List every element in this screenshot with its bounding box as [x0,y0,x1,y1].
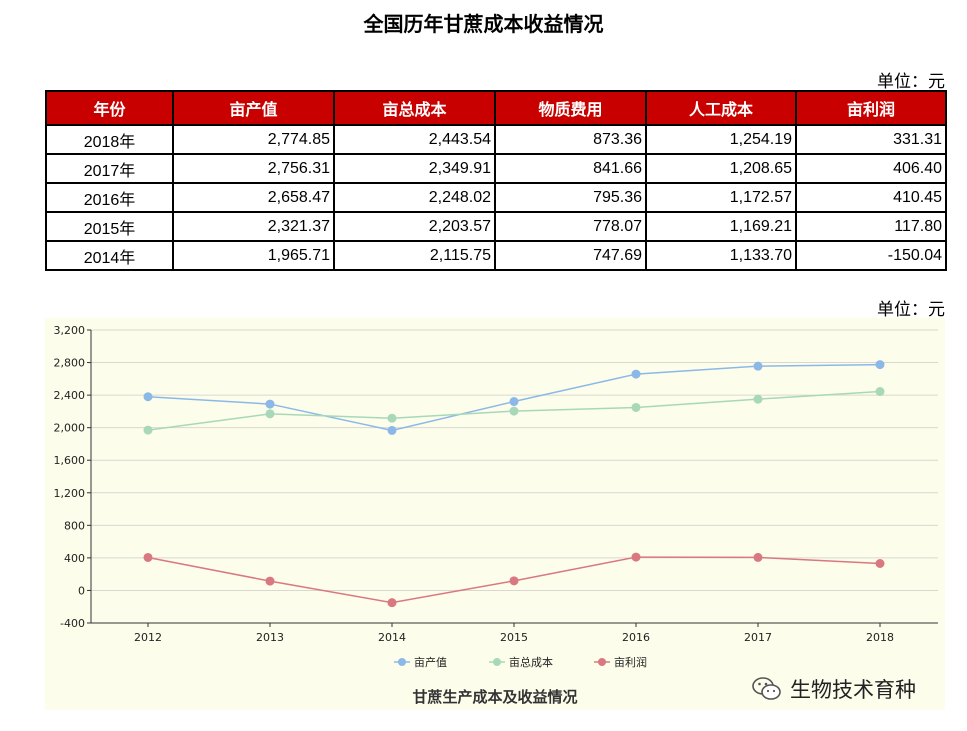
data-point [875,387,885,397]
data-point [509,397,519,407]
x-tick-label: 2017 [744,631,772,644]
table-row: 2016年 2,658.47 2,248.02 795.36 1,172.57 … [45,182,947,213]
data-point [875,360,885,370]
table-row: 2018年 2,774.85 2,443.54 873.36 1,254.19 … [45,124,947,155]
legend-label: 亩总成本 [509,655,553,669]
table-cell: 2,774.85 [172,124,335,155]
header-year: 年份 [45,90,174,126]
data-point [753,361,763,371]
y-tick-label: 0 [78,584,85,597]
header-total-cost: 亩总成本 [333,90,496,126]
table-cell: 2016年 [45,182,174,213]
table-cell: 1,965.71 [172,240,335,271]
data-point [753,552,763,562]
table-cell: 2018年 [45,124,174,155]
table-cell: 331.31 [795,124,947,155]
header-profit: 亩利润 [795,90,947,126]
table-cell: 117.80 [795,211,947,242]
table-cell: 2,658.47 [172,182,335,213]
table-cell: 2,321.37 [172,211,335,242]
x-tick-label: 2013 [256,631,284,644]
cost-table: 年份 亩产值 亩总成本 物质费用 人工成本 亩利润 2018年 2,774.85… [45,90,947,271]
table-row: 2015年 2,321.37 2,203.57 778.07 1,169.21 … [45,211,947,242]
data-point [265,576,275,586]
watermark: 生物技术育种 [752,674,916,704]
table-header-row: 年份 亩产值 亩总成本 物质费用 人工成本 亩利润 [45,90,947,126]
y-tick-label: 800 [64,519,85,532]
table-cell: 778.07 [494,211,647,242]
data-point [143,552,153,562]
table-cell: 795.36 [494,182,647,213]
data-point [387,598,397,608]
y-tick-label: 400 [64,552,85,565]
table-cell: 2,115.75 [333,240,496,271]
y-tick-label: 2,000 [54,422,86,435]
watermark-text: 生物技术育种 [790,678,916,702]
table-cell: 2014年 [45,240,174,271]
table-cell: 1,208.65 [645,153,797,184]
line-chart-panel: -400 0 400 800 1,200 1,600 2,000 2,400 2,800 3,20… [45,318,945,710]
page-title: 全国历年甘蔗成本收益情况 [363,12,604,36]
y-tick-label: -400 [60,617,85,630]
table-row: 2017年 2,756.31 2,349.91 841.66 1,208.65 … [45,153,947,184]
x-tick-label: 2016 [622,631,650,644]
wechat-icon [752,677,781,700]
table-cell: 2,756.31 [172,153,335,184]
data-point [265,409,275,419]
table-cell: 410.45 [795,182,947,213]
data-point [143,425,153,435]
data-point [387,425,397,435]
legend-marker [598,658,606,666]
table-cell: 1,172.57 [645,182,797,213]
table-cell: 1,169.21 [645,211,797,242]
table-cell: 406.40 [795,153,947,184]
legend-marker [398,658,406,666]
table-unit-label: 单位：元 [877,72,945,92]
table-cell: 2,349.91 [333,153,496,184]
table-cell: 2015年 [45,211,174,242]
table-cell: 2,248.02 [333,182,496,213]
chart-unit-label: 单位：元 [877,300,945,320]
y-tick-label: 2,400 [54,389,86,402]
x-tick-label: 2012 [134,631,162,644]
data-point [631,369,641,379]
data-point [387,413,397,423]
table-cell: 1,133.70 [645,240,797,271]
y-tick-label: 1,600 [54,454,86,467]
data-point [753,394,763,404]
data-point [631,402,641,412]
header-labor-cost: 人工成本 [645,90,797,126]
chart-title: 甘蔗生产成本及收益情况 [412,688,577,706]
table-row: 2014年 1,965.71 2,115.75 747.69 1,133.70 … [45,240,947,271]
data-point [509,406,519,416]
header-material-cost: 物质费用 [494,90,647,126]
line-chart: -400 0 400 800 1,200 1,600 2,000 2,400 2,800 3,20… [54,324,938,706]
legend-label: 亩产值 [414,655,447,669]
y-tick-label: 1,200 [54,487,86,500]
data-point [875,559,885,569]
table-cell: 2,443.54 [333,124,496,155]
table-cell: 747.69 [494,240,647,271]
table-cell: 1,254.19 [645,124,797,155]
table-cell: 873.36 [494,124,647,155]
header-output-value: 亩产值 [172,90,335,126]
legend-marker [493,658,501,666]
table-cell: -150.04 [795,240,947,271]
x-tick-label: 2015 [500,631,528,644]
x-tick-label: 2014 [378,631,406,644]
y-tick-label: 2,800 [54,357,86,370]
data-point [143,392,153,402]
x-tick-label: 2018 [866,631,894,644]
table-cell: 2017年 [45,153,174,184]
legend-label: 亩利润 [614,655,647,669]
data-point [631,552,641,562]
y-tick-label: 3,200 [54,324,86,337]
table-cell: 841.66 [494,153,647,184]
data-point [265,399,275,409]
table-cell: 2,203.57 [333,211,496,242]
data-point [509,576,519,586]
